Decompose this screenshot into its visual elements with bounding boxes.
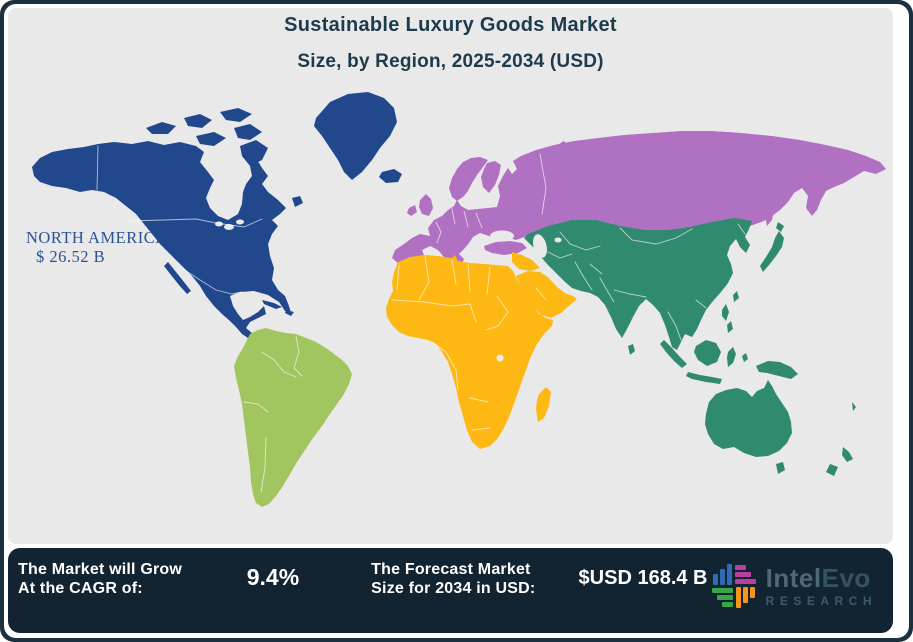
hispaniola [285, 310, 294, 316]
logo-name-intel: Intel [765, 562, 822, 593]
great-britain [419, 194, 433, 216]
taiwan [733, 291, 739, 302]
logo-bars-magenta [734, 565, 756, 584]
philippines-south [727, 321, 733, 333]
great-lake [236, 219, 244, 225]
borneo [694, 340, 721, 366]
footer-bar: The Market will Grow At the CAGR of: 9.4… [8, 548, 893, 633]
newfoundland [292, 196, 303, 207]
cagr-label: The Market will Grow At the CAGR of: [18, 561, 197, 598]
cagr-value: 9.4% [246, 564, 300, 590]
seas-and-lakes [215, 219, 564, 362]
logo-subtitle: RESEARCH [765, 593, 877, 608]
new-zealand-north [842, 447, 853, 462]
logo-wordmark: IntelEvo [766, 565, 877, 591]
sulawesi [727, 347, 736, 367]
map-area: Sustainable Luxury Goods Market Size, by… [8, 8, 893, 544]
intelevo-logo-icon [711, 564, 756, 608]
new-guinea [756, 361, 798, 379]
logo-bars-green [711, 588, 733, 607]
world-map: NORTH AMERICA $ 26.52 B [26, 92, 886, 507]
cagr-label-line1: The Market will Grow [18, 561, 183, 578]
logo-text: IntelEvo RESEARCH [766, 565, 877, 608]
japan [760, 231, 784, 272]
label-north-america: NORTH AMERICA [26, 228, 168, 247]
africa-mainland [386, 255, 553, 449]
levant-iraq [512, 252, 540, 271]
eurasia-purple-mainland [392, 131, 886, 272]
caspian-sea [532, 234, 548, 258]
iceland [379, 169, 402, 183]
persian-gulf [548, 275, 564, 285]
lake-victoria [496, 354, 504, 362]
sakhalin [765, 198, 775, 226]
sumatra [660, 340, 687, 368]
new-zealand-south [826, 464, 838, 476]
region-africa-middle-east [386, 252, 577, 449]
logo-bars-blue [712, 564, 732, 585]
finland [481, 161, 501, 193]
aral-sea [554, 237, 562, 243]
ireland [407, 205, 417, 216]
tasmania [776, 462, 785, 474]
forecast-value: $USD 168.4 B [578, 567, 708, 589]
infographic-card: Sustainable Luxury Goods Market Size, by… [4, 4, 909, 638]
java [686, 372, 722, 384]
intelevo-logo: IntelEvo RESEARCH [711, 561, 879, 611]
moluccas [742, 353, 748, 362]
scandinavia [449, 157, 488, 201]
new-caledonia [852, 402, 856, 411]
australia [705, 380, 792, 457]
logo-name-evo: Evo [821, 562, 871, 593]
sri-lanka [628, 344, 635, 355]
baja-california [164, 262, 191, 294]
baffin-island [240, 140, 268, 166]
greenland [314, 92, 397, 180]
arctic-island [184, 114, 212, 128]
cagr-label-line2: At the CAGR of: [18, 579, 143, 597]
cuba [262, 300, 282, 309]
arctic-island [196, 132, 226, 146]
forecast-label-line1: The Forecast Market [371, 561, 531, 578]
logo-bars-orange [735, 587, 755, 608]
chart-title: Sustainable Luxury Goods Market Size, by… [8, 14, 893, 73]
forecast-label-line2: Size for 2034 in USD: [371, 579, 536, 597]
arctic-island [146, 122, 176, 134]
novaya-zemlya [547, 141, 568, 158]
black-sea [490, 230, 514, 242]
region-south-america [234, 328, 352, 507]
arctic-island [220, 108, 252, 122]
region-asia-pacific [524, 218, 856, 476]
forecast-label: The Forecast Market Size for 2034 in USD… [371, 561, 535, 598]
region-europe-russia [392, 131, 886, 278]
asia-mainland [524, 218, 752, 350]
arctic-island [234, 124, 262, 140]
region-north-america [32, 92, 402, 338]
madagascar [536, 387, 551, 422]
value-north-america: $ 26.52 B [36, 247, 105, 266]
title-line-1: Sustainable Luxury Goods Market [284, 14, 617, 36]
turkey [484, 241, 527, 255]
philippines [722, 304, 729, 321]
south-america-mainland [234, 328, 352, 507]
hokkaido [776, 222, 784, 232]
arabian-peninsula [516, 271, 577, 318]
title-line-2: Size, by Region, 2025-2034 (USD) [297, 51, 604, 72]
country-borders [96, 145, 746, 493]
